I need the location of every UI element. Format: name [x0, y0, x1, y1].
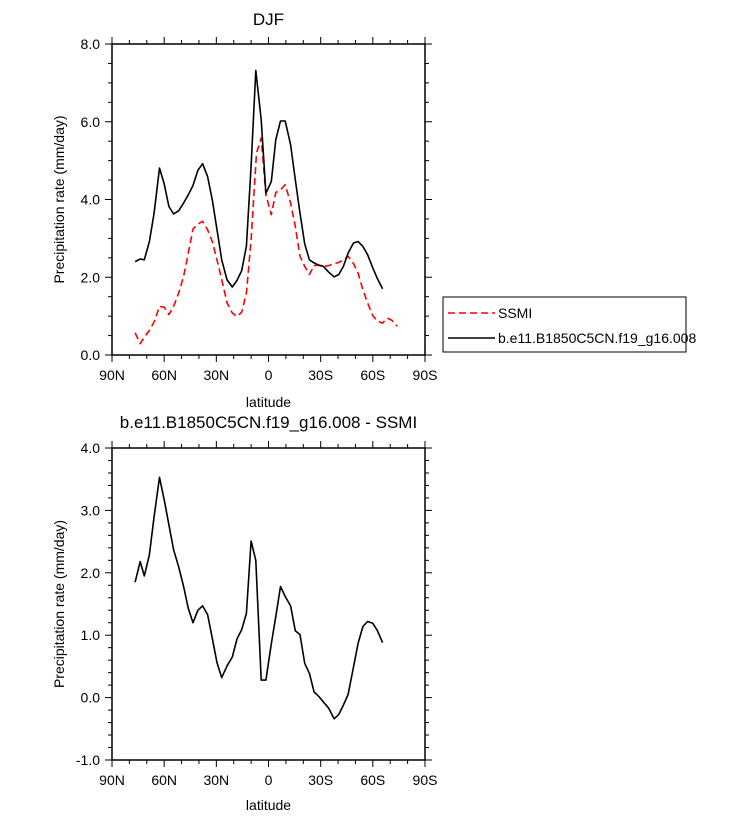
legend: SSMI b.e11.B1850C5CN.f19_g16.008: [442, 296, 696, 353]
x-tick-label: 60N: [151, 772, 177, 788]
plot-frame: [111, 447, 426, 761]
x-tick-label: 90S: [413, 772, 438, 788]
x-tick-label: 0: [265, 367, 273, 383]
y-tick-label: 2.0: [81, 269, 101, 285]
y-tick-label: 1.0: [81, 627, 101, 643]
y-tick-label: 6.0: [81, 114, 101, 130]
x-tick-label: 30N: [203, 772, 229, 788]
y-tick-label: 8.0: [81, 36, 101, 52]
series-line-ssmi: [134, 137, 398, 345]
series-line-difference: [134, 476, 384, 720]
x-tick-label: 30S: [308, 367, 333, 383]
plot-title: b.e11.B1850C5CN.f19_g16.008 - SSMI: [120, 413, 417, 432]
plot-2: 90N 60N 30N 0 30S 60S 90S -1.0 0.0 1.0 2.0 3.0 4.0 b.…: [51, 413, 437, 813]
x-tick-label: 60S: [360, 367, 385, 383]
legend-label: b.e11.B1850C5CN.f19_g16.008: [498, 330, 696, 346]
plot-title: DJF: [253, 10, 284, 29]
x-axis-label: latitude: [246, 797, 291, 813]
x-tick-label: 30N: [203, 367, 229, 383]
x-tick-label: 0: [265, 772, 273, 788]
y-tick-label: 4.0: [81, 440, 101, 456]
plot-1: 90N 60N 30N 0 30S 60S 90S 0.0 2.0 4.0 6.0 8.0 DJF lat…: [51, 10, 696, 410]
x-tick-label: 30S: [308, 772, 333, 788]
y-tick-label: 0.0: [81, 690, 101, 706]
x-axis-label: latitude: [246, 394, 291, 410]
x-tick-label: 90S: [413, 367, 438, 383]
y-axis-label: Precipitation rate (mm/day): [51, 115, 67, 283]
y-tick-label: 4.0: [81, 192, 101, 208]
y-tick-label: 0.0: [81, 347, 101, 363]
x-tick-label: 90N: [99, 367, 125, 383]
legend-box: [442, 296, 687, 353]
y-axis-label: Precipitation rate (mm/day): [51, 520, 67, 688]
series-line-b-e11-b1850c5cn-f19-g16-008: [134, 69, 384, 290]
x-tick-label: 90N: [99, 772, 125, 788]
y-tick-label: 2.0: [81, 565, 101, 581]
x-tick-label: 60S: [360, 772, 385, 788]
x-tick-label: 60N: [151, 367, 177, 383]
y-tick-label: 3.0: [81, 502, 101, 518]
plot-frame: [111, 43, 426, 356]
y-tick-label: -1.0: [76, 752, 100, 768]
legend-label: SSMI: [498, 305, 532, 321]
